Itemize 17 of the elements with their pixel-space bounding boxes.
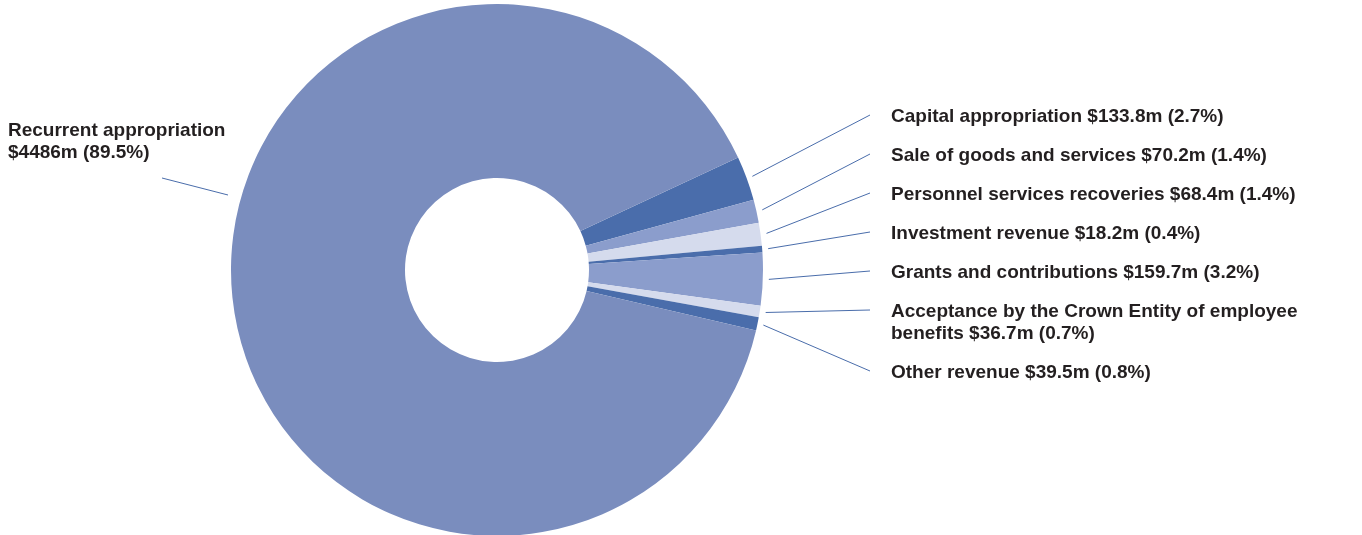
slice-label: Recurrent appropriation bbox=[8, 119, 226, 140]
donut-slice bbox=[585, 199, 759, 254]
slice-label: Capital appropriation $133.8m (2.7%) bbox=[891, 105, 1224, 126]
slice-label: Investment revenue $18.2m (0.4%) bbox=[891, 222, 1201, 243]
slice-label: Other revenue $39.5m (0.8%) bbox=[891, 361, 1151, 382]
donut-slice bbox=[580, 157, 754, 246]
donut-slice bbox=[588, 245, 763, 264]
data-label: $4486m (89.5%) bbox=[8, 141, 150, 162]
slice-label: Acceptance by the Crown Entity of employee benefits $36.7m (0.7%) bbox=[891, 300, 1298, 343]
donut-slice bbox=[586, 286, 759, 331]
donut-slice bbox=[587, 282, 761, 318]
donut-slice bbox=[587, 222, 762, 262]
slice-label: Grants and contributions $159.7m (3.2%) bbox=[891, 261, 1260, 282]
slice-label: Sale of goods and services $70.2m (1.4%) bbox=[891, 144, 1267, 165]
donut-slice bbox=[231, 4, 757, 535]
slice-label: Personnel services recoveries $68.4m (1.4%) bbox=[891, 183, 1296, 204]
donut-slice bbox=[588, 252, 763, 306]
